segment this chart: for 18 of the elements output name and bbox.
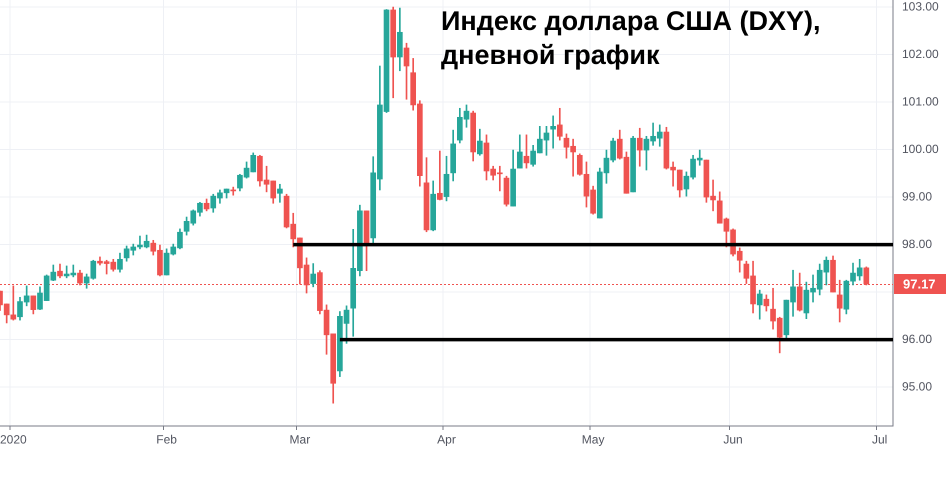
x-tick-label: 2020 [0,432,27,447]
ref-line-label: 97.17 [903,276,936,292]
text: Индекс доллара США (DXY), дневной график [441,5,822,72]
y-tick-label: 95.00 [902,379,932,394]
x-tick-label: Jun [723,432,743,447]
x-tick-label: Mar [290,432,310,447]
y-tick-label: 103.00 [902,0,940,14]
x-tick-label: Feb [156,432,178,447]
x-tick-label: May [582,432,604,447]
x-tick-label: Apr [437,432,456,447]
y-tick-label: 99.00 [902,189,932,204]
y-tick-label: 96.00 [902,332,932,346]
y-tick-label: 100.00 [902,142,940,156]
y-tick-label: 101.00 [902,94,940,108]
x-tick-label: Jul [872,432,888,447]
y-tick-label: 98.00 [902,236,932,251]
candlestick [524,134,530,168]
y-tick-label: 102.00 [902,46,940,61]
